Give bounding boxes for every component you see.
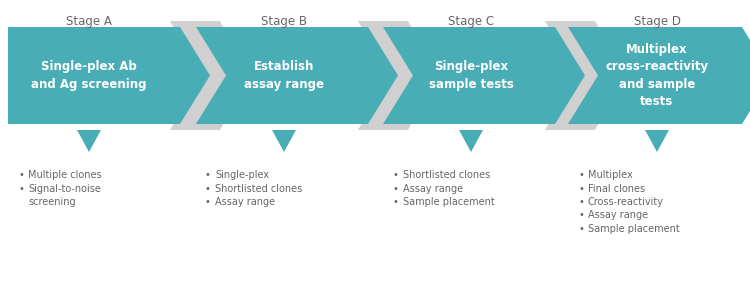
Polygon shape: [358, 21, 438, 130]
Text: Single-plex: Single-plex: [215, 170, 269, 180]
Text: Signal-to-noise: Signal-to-noise: [28, 184, 100, 193]
Text: Single-plex
sample tests: Single-plex sample tests: [428, 60, 514, 91]
Text: Sample placement: Sample placement: [588, 224, 680, 234]
Text: •: •: [18, 170, 24, 180]
Text: •: •: [205, 170, 211, 180]
Text: Shortlisted clones: Shortlisted clones: [403, 170, 490, 180]
Text: Stage B: Stage B: [261, 15, 307, 28]
Text: •: •: [393, 197, 399, 207]
Polygon shape: [645, 130, 669, 152]
Polygon shape: [170, 21, 250, 130]
Polygon shape: [568, 27, 750, 124]
Text: Assay range: Assay range: [588, 210, 648, 221]
Text: Stage D: Stage D: [634, 15, 680, 28]
Text: •: •: [18, 184, 24, 193]
Text: •: •: [578, 197, 584, 207]
Text: Final clones: Final clones: [588, 184, 645, 193]
Text: Multiplex: Multiplex: [588, 170, 633, 180]
Polygon shape: [8, 27, 210, 124]
Text: Multiplex
cross-reactivity
and sample
tests: Multiplex cross-reactivity and sample te…: [605, 43, 709, 108]
Text: screening: screening: [28, 197, 76, 207]
Polygon shape: [545, 21, 625, 130]
Text: •: •: [578, 170, 584, 180]
Polygon shape: [459, 130, 483, 152]
Text: Cross-reactivity: Cross-reactivity: [588, 197, 664, 207]
Text: Shortlisted clones: Shortlisted clones: [215, 184, 302, 193]
Text: •: •: [205, 197, 211, 207]
Text: Assay range: Assay range: [403, 184, 463, 193]
Text: •: •: [578, 224, 584, 234]
Text: Sample placement: Sample placement: [403, 197, 495, 207]
Text: Multiple clones: Multiple clones: [28, 170, 102, 180]
Polygon shape: [77, 130, 101, 152]
Text: •: •: [578, 210, 584, 221]
Text: •: •: [393, 184, 399, 193]
Text: •: •: [205, 184, 211, 193]
Text: Assay range: Assay range: [215, 197, 275, 207]
Polygon shape: [383, 27, 585, 124]
Text: •: •: [578, 184, 584, 193]
Text: •: •: [393, 170, 399, 180]
Text: Stage A: Stage A: [66, 15, 112, 28]
Text: Single-plex Ab
and Ag screening: Single-plex Ab and Ag screening: [32, 60, 147, 91]
Text: Stage C: Stage C: [448, 15, 494, 28]
Polygon shape: [272, 130, 296, 152]
Polygon shape: [196, 27, 398, 124]
Text: Establish
assay range: Establish assay range: [244, 60, 324, 91]
